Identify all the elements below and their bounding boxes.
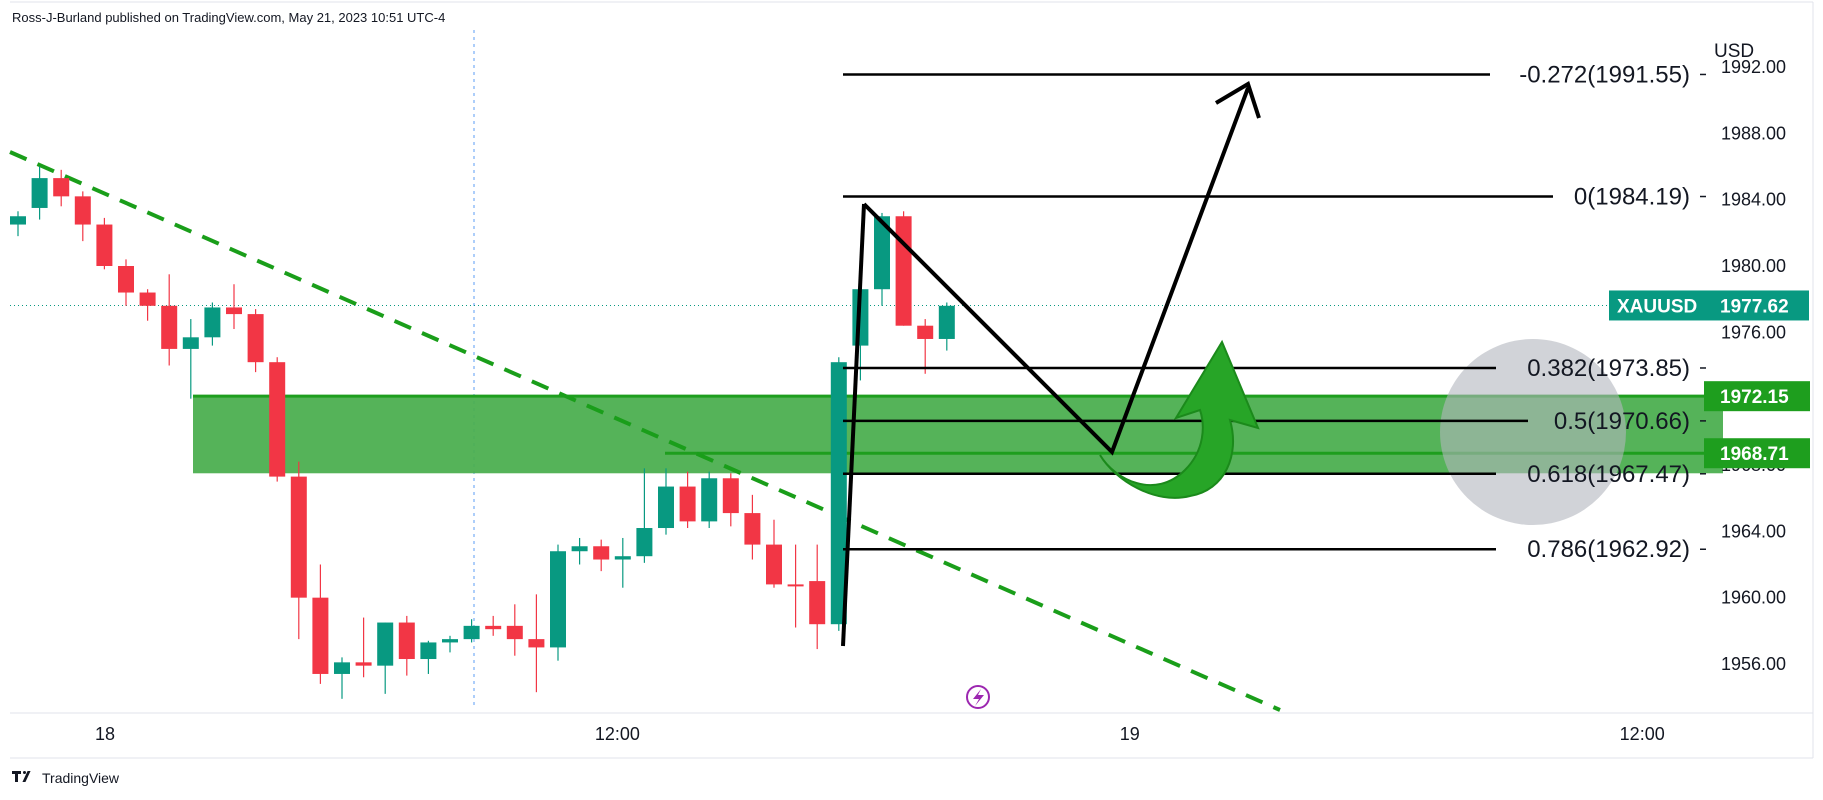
candle-body: [10, 216, 26, 225]
candle-body: [506, 625, 523, 640]
time-tick-label: 19: [1120, 724, 1140, 744]
highlight-circle: [1440, 339, 1626, 525]
candle-body: [204, 307, 221, 338]
candle-body: [269, 362, 286, 477]
candlestick-series: [10, 166, 955, 699]
candle-body: [917, 325, 934, 339]
projected-path[interactable]: [862, 87, 1250, 456]
candle-body: [312, 597, 329, 674]
candle-body: [787, 584, 804, 587]
publisher-header: Ross-J-Burland published on TradingView.…: [12, 10, 446, 25]
candle-body: [744, 513, 761, 545]
currency-label: USD: [1714, 41, 1754, 62]
fib-level-label: 0.5(1970.66): [1554, 408, 1690, 435]
fib-level-label: 0.382(1973.85): [1527, 355, 1690, 382]
candle-body: [809, 581, 826, 625]
price-tick-label: 1956.00: [1721, 654, 1786, 674]
candle-body: [290, 476, 307, 598]
candle-body: [550, 551, 566, 648]
candle-body: [874, 216, 890, 290]
zone-inner-badge: 1968.71: [1704, 438, 1810, 469]
projected-path-arrowhead: [1214, 81, 1261, 119]
candle-body: [118, 266, 134, 293]
candle-body: [463, 625, 480, 640]
brand-name: TradingView: [42, 770, 120, 786]
svg-text:1977.62: 1977.62: [1720, 296, 1789, 317]
time-tick-label: 12:00: [1620, 724, 1665, 744]
candle-body: [571, 546, 588, 552]
candle-body: [679, 486, 696, 522]
price-axis[interactable]: 1992.00 1988.00 1984.00 1980.00 1976.00 1972.…: [1721, 57, 1786, 674]
candle-body: [938, 305, 955, 339]
candle-body: [96, 224, 113, 266]
svg-text:XAUUSD: XAUUSD: [1617, 296, 1697, 317]
candle-body: [593, 546, 610, 560]
symbol-price-badge: XAUUSD 1977.62: [1609, 290, 1809, 321]
candle-body: [31, 178, 48, 208]
svg-text:1972.15: 1972.15: [1720, 387, 1789, 408]
bounce-arrow-icon: [1099, 339, 1260, 499]
lightning-icon[interactable]: [966, 685, 990, 709]
zone-top-badge: 1972.15: [1704, 381, 1810, 412]
candle-body: [161, 305, 178, 349]
price-tick-label: 1992.00: [1721, 57, 1786, 77]
candle-body: [139, 292, 156, 306]
candle-body: [226, 307, 242, 315]
price-tick-label: 1964.00: [1721, 521, 1786, 541]
candle-body: [247, 314, 264, 363]
candle-body: [442, 639, 458, 643]
time-tick-label: 18: [95, 724, 115, 744]
candle-body: [895, 216, 912, 326]
candle-body: [614, 556, 631, 560]
fibonacci-levels[interactable]: -0.272(1991.55) 0(1984.19) 0.382(1973.85) 0…: [843, 61, 1706, 563]
candle-body: [420, 642, 437, 660]
downtrend-line[interactable]: [9, 150, 1281, 712]
price-tick-label: 1984.00: [1721, 190, 1786, 210]
candle-body: [398, 622, 415, 660]
price-tick-label: 1960.00: [1721, 588, 1786, 608]
candle-body: [722, 478, 739, 514]
candle-body: [636, 528, 653, 557]
candle-body: [53, 178, 70, 197]
candle-body: [485, 625, 502, 630]
brand-footer: TradingView: [12, 770, 119, 786]
fib-level-label: -0.272(1991.55): [1519, 61, 1690, 88]
candle-body: [766, 544, 782, 585]
candle-body: [701, 478, 718, 522]
impulse-leg: [841, 203, 866, 647]
fib-level-label: 0.618(1967.47): [1527, 461, 1690, 488]
price-tick-label: 1980.00: [1721, 256, 1786, 276]
fib-level-label: 0.786(1962.92): [1527, 536, 1690, 563]
candle-body: [377, 622, 394, 666]
candle-body: [658, 486, 674, 529]
fib-level-label: 0(1984.19): [1574, 184, 1690, 211]
candle-body: [355, 662, 372, 666]
time-tick-label: 12:00: [595, 724, 640, 744]
candle-body: [528, 639, 545, 648]
svg-text:1968.71: 1968.71: [1720, 444, 1789, 465]
price-tick-label: 1988.00: [1721, 123, 1786, 143]
candle-body: [182, 337, 199, 349]
tradingview-logo-icon: [12, 771, 38, 785]
candle-body: [334, 662, 350, 674]
candle-body: [830, 362, 847, 625]
price-tick-label: 1976.00: [1721, 322, 1786, 342]
candle-body: [74, 196, 91, 225]
